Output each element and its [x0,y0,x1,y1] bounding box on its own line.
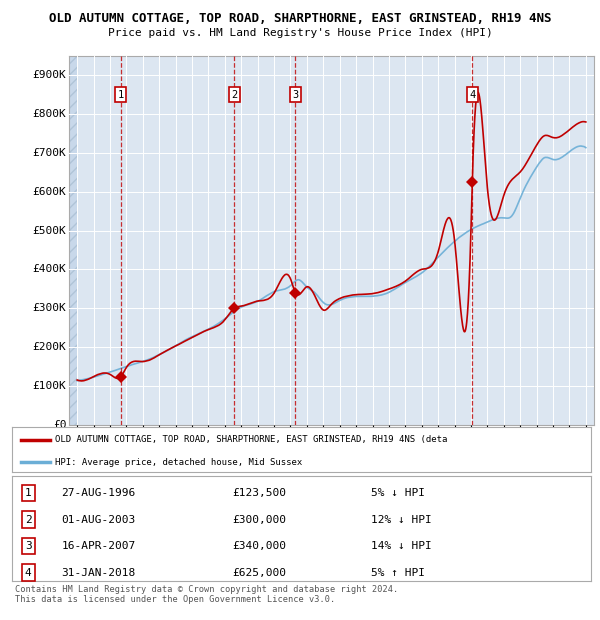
Text: £500K: £500K [32,226,67,236]
Text: £800K: £800K [32,109,67,119]
Text: 12% ↓ HPI: 12% ↓ HPI [371,515,432,525]
Bar [69,56,77,425]
Text: 3: 3 [292,89,298,100]
Text: 01-AUG-2003: 01-AUG-2003 [61,515,136,525]
Text: £123,500: £123,500 [232,488,286,498]
Text: HPI: Average price, detached house, Mid Sussex: HPI: Average price, detached house, Mid … [55,458,302,467]
Text: £200K: £200K [32,342,67,352]
Text: 4: 4 [25,567,32,577]
Text: 3: 3 [25,541,32,551]
Text: OLD AUTUMN COTTAGE, TOP ROAD, SHARPTHORNE, EAST GRINSTEAD, RH19 4NS (deta: OLD AUTUMN COTTAGE, TOP ROAD, SHARPTHORN… [55,435,448,445]
Text: 5% ↑ HPI: 5% ↑ HPI [371,567,425,577]
Text: 2: 2 [231,89,238,100]
Text: £300,000: £300,000 [232,515,286,525]
Text: 1: 1 [25,488,32,498]
Text: Contains HM Land Registry data © Crown copyright and database right 2024.
This d: Contains HM Land Registry data © Crown c… [15,585,398,604]
Text: £0: £0 [53,420,67,430]
Text: OLD AUTUMN COTTAGE, TOP ROAD, SHARPTHORNE, EAST GRINSTEAD, RH19 4NS: OLD AUTUMN COTTAGE, TOP ROAD, SHARPTHORN… [49,12,551,25]
Text: 27-AUG-1996: 27-AUG-1996 [61,488,136,498]
Text: 4: 4 [469,89,475,100]
Text: £900K: £900K [32,70,67,80]
Text: 5% ↓ HPI: 5% ↓ HPI [371,488,425,498]
Text: 16-APR-2007: 16-APR-2007 [61,541,136,551]
Text: 1: 1 [118,89,124,100]
Text: £600K: £600K [32,187,67,197]
Text: £100K: £100K [32,381,67,391]
Text: £700K: £700K [32,148,67,158]
Text: Price paid vs. HM Land Registry's House Price Index (HPI): Price paid vs. HM Land Registry's House … [107,28,493,38]
Text: £625,000: £625,000 [232,567,286,577]
Text: £400K: £400K [32,264,67,275]
Text: 14% ↓ HPI: 14% ↓ HPI [371,541,432,551]
Text: 2: 2 [25,515,32,525]
Text: £340,000: £340,000 [232,541,286,551]
Text: £300K: £300K [32,303,67,313]
Text: 31-JAN-2018: 31-JAN-2018 [61,567,136,577]
